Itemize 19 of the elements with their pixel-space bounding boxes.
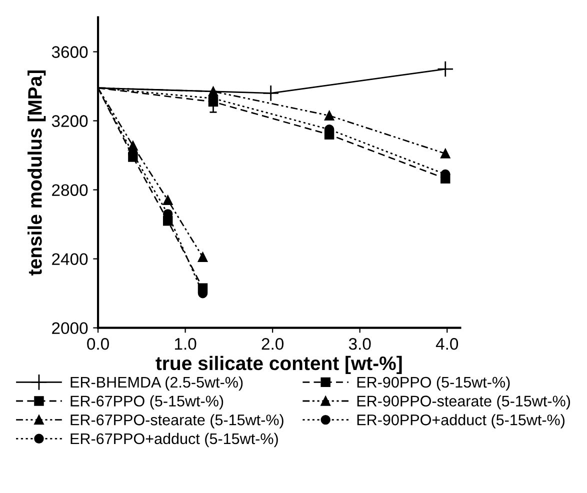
- legend-label: ER-90PPO (5-15wt-%): [357, 376, 510, 391]
- legend-label: ER-67PPO+adduct (5-15wt-%): [70, 432, 278, 448]
- y-axis-title: tensile modulus [MPa]: [28, 70, 46, 276]
- legend-label: ER-90PPO-stearate (5-15wt-%): [357, 395, 570, 410]
- x-tick-label: 2.0: [262, 338, 284, 350]
- y-tick-label: 3600: [52, 46, 88, 58]
- x-tick-label: 0.0: [87, 338, 109, 350]
- legend-label: ER-90PPO+adduct (5-15wt-%): [357, 414, 564, 428]
- y-tick-label: 3200: [52, 115, 88, 127]
- legend-label: ER-67PPO (5-15wt-%): [70, 395, 224, 410]
- legend-label: ER-BHEMDA (2.5-5wt-%): [70, 376, 243, 391]
- x-axis-title: true silicate content [wt-%]: [156, 356, 402, 374]
- x-tick-label: 1.0: [174, 338, 196, 350]
- x-tick-label: 4.0: [436, 338, 458, 350]
- legend-label: ER-67PPO-stearate (5-15wt-%): [70, 414, 284, 428]
- y-tick-label: 2000: [52, 322, 88, 334]
- y-tick-label: 2800: [52, 184, 88, 196]
- x-tick-label: 3.0: [348, 338, 371, 350]
- y-tick-label: 2400: [52, 253, 88, 266]
